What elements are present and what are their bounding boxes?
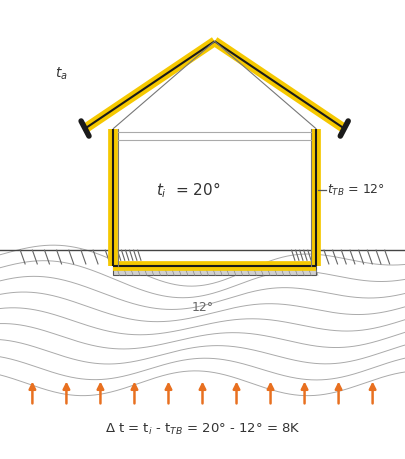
Bar — [113, 264, 316, 275]
Text: 12°: 12° — [192, 301, 213, 314]
Text: $t_{TB}$ = 12°: $t_{TB}$ = 12° — [327, 183, 385, 198]
Text: $t_a$: $t_a$ — [55, 65, 68, 82]
Text: $\Delta$ t = t$_i$ - t$_{TB}$ = 20° - 12° = 8K: $\Delta$ t = t$_i$ - t$_{TB}$ = 20° - 12… — [104, 422, 301, 437]
Text: $t_i$  = 20°: $t_i$ = 20° — [156, 181, 220, 200]
